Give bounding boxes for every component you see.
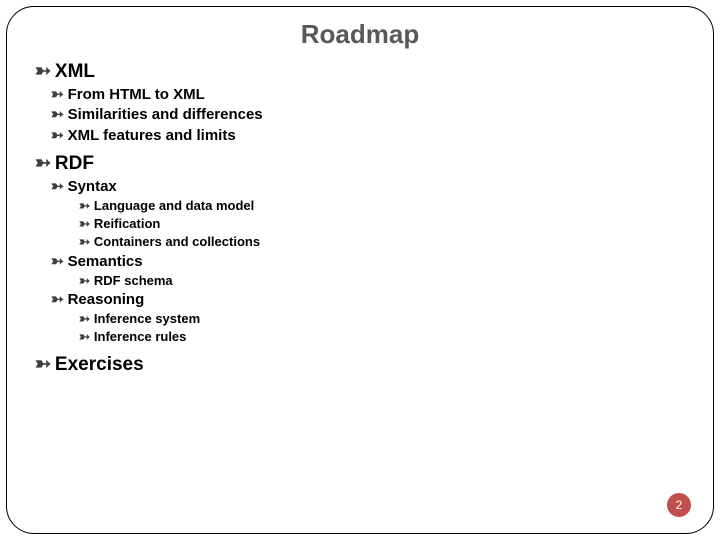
section-rdf: ➳RDF ➳Syntax ➳Language and data model ➳R… — [35, 152, 685, 347]
bullet-icon: ➳ — [51, 289, 64, 311]
subheading-label: Reasoning — [68, 291, 145, 308]
item-xml-features-limits: ➳XML features and limits — [51, 126, 685, 146]
bullet-icon: ➳ — [35, 59, 51, 84]
bullet-icon: ➳ — [51, 251, 64, 273]
bullet-icon: ➳ — [79, 232, 90, 252]
item-inference-rules: ➳ Inference rules — [79, 328, 685, 346]
item-label: XML features and limits — [68, 127, 236, 144]
item-label: Language and data model — [94, 198, 254, 213]
item-inference-system: ➳Inference system — [79, 310, 685, 328]
bullet-icon: ➳ — [51, 104, 64, 126]
item-label: Inference rules — [94, 329, 187, 344]
bullet-icon: ➳ — [51, 176, 64, 198]
item-label: Reification — [94, 216, 160, 231]
heading-exercises-label: Exercises — [55, 354, 144, 375]
bullet-icon: ➳ — [51, 84, 64, 106]
page-number: 2 — [676, 498, 683, 512]
bullet-icon: ➳ — [35, 151, 51, 176]
item-label: Similarities and differences — [68, 106, 263, 123]
item-label: Containers and collections — [94, 234, 260, 249]
item-label: Inference system — [94, 311, 200, 326]
slide-frame: Roadmap ➳XML ➳From HTML to XML ➳Similari… — [6, 6, 714, 534]
heading-xml-label: XML — [55, 61, 95, 82]
heading-xml: ➳XML — [35, 60, 685, 83]
item-reification: ➳Reification — [79, 215, 685, 233]
subheading-semantics: ➳Semantics — [51, 252, 685, 272]
bullet-icon: ➳ — [51, 124, 64, 146]
item-label: RDF schema — [94, 273, 173, 288]
item-language-data-model: ➳Language and data model — [79, 197, 685, 215]
heading-exercises: ➳Exercises — [35, 353, 685, 376]
subheading-reasoning: ➳Reasoning — [51, 290, 685, 310]
item-rdf-schema: ➳ RDF schema — [79, 272, 685, 290]
item-containers-collections: ➳ Containers and collections — [79, 233, 685, 251]
heading-rdf: ➳RDF — [35, 152, 685, 175]
bullet-icon: ➳ — [79, 328, 90, 348]
slide-title: Roadmap — [35, 19, 685, 50]
subheading-label: Syntax — [68, 178, 117, 195]
item-from-html-to-xml: ➳From HTML to XML — [51, 85, 685, 105]
bullet-icon: ➳ — [35, 351, 51, 376]
section-xml: ➳XML ➳From HTML to XML ➳Similarities and… — [35, 60, 685, 146]
subheading-syntax: ➳Syntax — [51, 177, 685, 197]
section-exercises: ➳Exercises — [35, 353, 685, 376]
page-number-badge: 2 — [667, 493, 691, 517]
item-label: From HTML to XML — [68, 86, 205, 103]
heading-rdf-label: RDF — [55, 153, 94, 174]
subheading-label: Semantics — [68, 253, 143, 270]
item-similarities-differences: ➳Similarities and differences — [51, 105, 685, 125]
bullet-icon: ➳ — [79, 271, 90, 291]
